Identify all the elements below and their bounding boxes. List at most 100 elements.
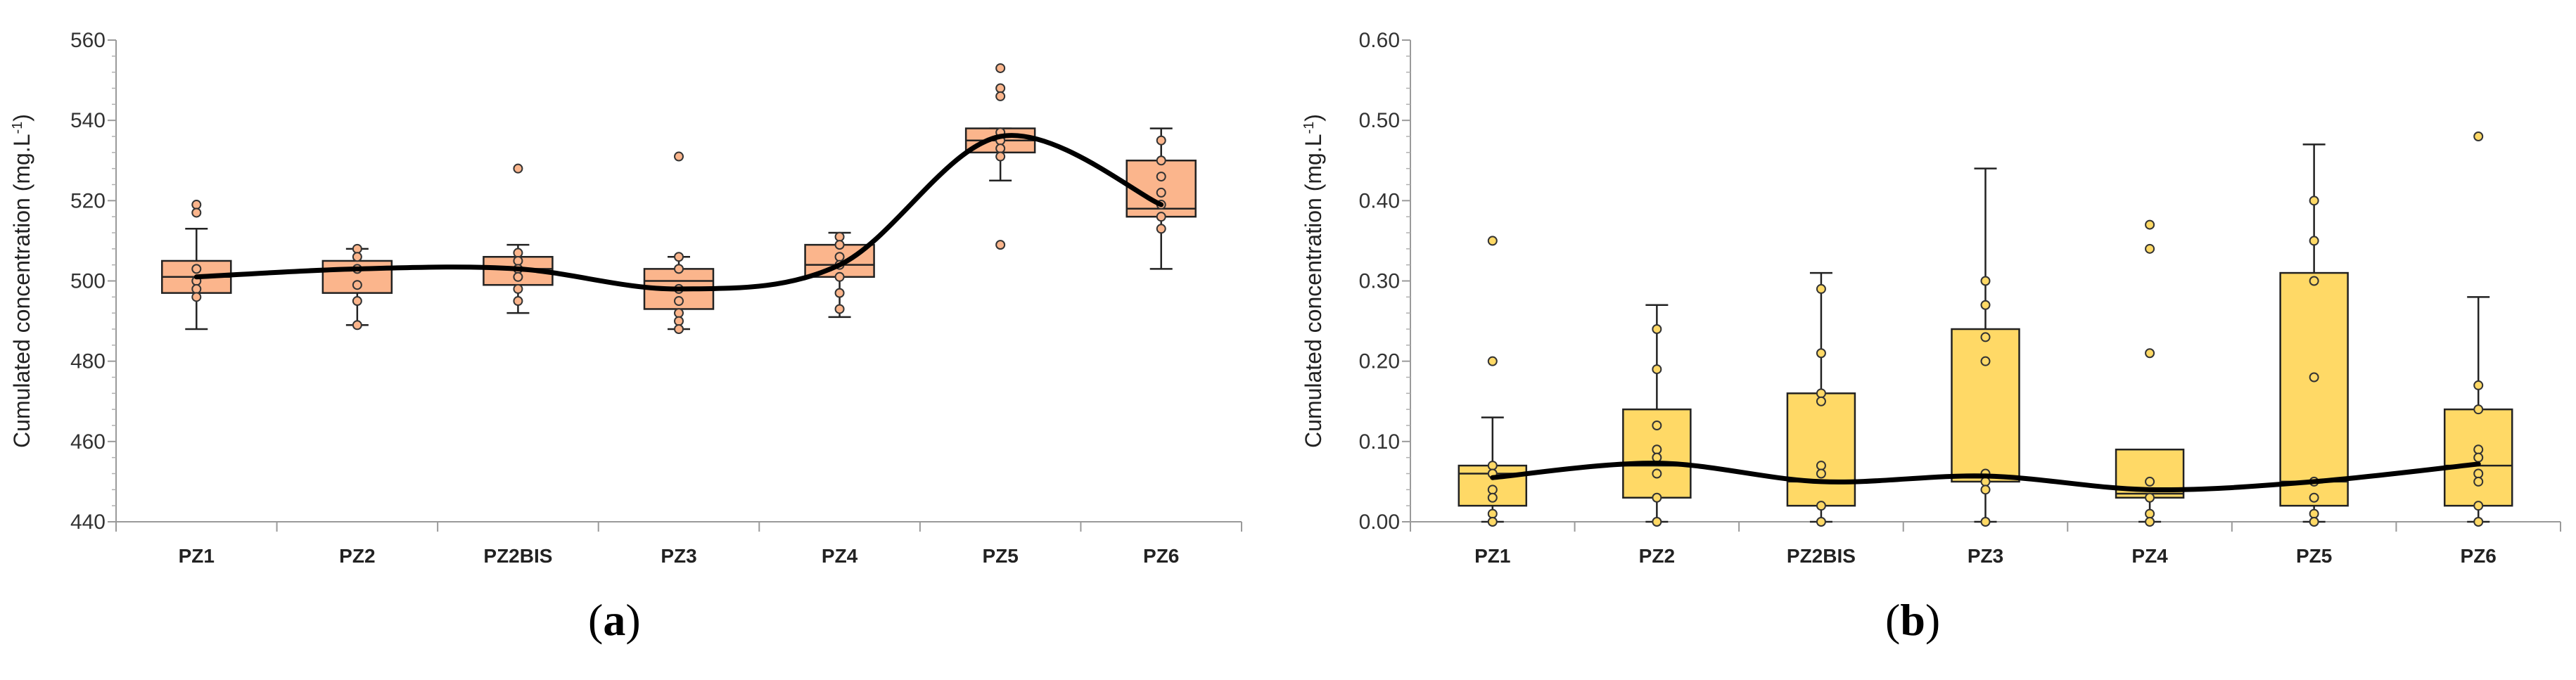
data-point	[513, 271, 523, 282]
data-point	[191, 207, 202, 218]
box-pz3	[1951, 167, 2020, 527]
data-point	[674, 316, 684, 326]
box-pz3	[643, 151, 715, 334]
data-point	[674, 296, 684, 307]
box-iqr	[1786, 392, 1856, 507]
y-tick-label: 0.30	[1359, 270, 1400, 293]
box-pz6	[2443, 131, 2513, 527]
y-tick-label: 0.10	[1359, 430, 1400, 454]
box-pz2bis	[1786, 271, 1856, 527]
data-point	[995, 91, 1006, 101]
y-tick-label: 0.20	[1359, 350, 1400, 373]
data-point	[2309, 195, 2319, 206]
data-point	[2309, 517, 2319, 527]
data-point	[1816, 348, 1826, 359]
data-point	[674, 324, 684, 334]
data-point	[191, 292, 202, 302]
box-pz5	[2279, 143, 2349, 527]
data-point	[674, 308, 684, 319]
data-point	[674, 252, 684, 262]
data-point	[1652, 452, 1662, 463]
data-point	[2473, 468, 2484, 479]
data-point	[1980, 485, 1991, 495]
data-point	[1652, 421, 1662, 430]
data-point	[2473, 476, 2484, 487]
data-point	[2145, 492, 2155, 503]
y-tick-label: 560	[70, 29, 106, 52]
x-tick-label-pz5: PZ5	[2296, 545, 2332, 567]
data-point	[1487, 461, 1498, 471]
y-tick-label: 480	[70, 350, 106, 373]
data-point	[995, 63, 1006, 73]
data-point	[1487, 492, 1498, 503]
panel-label-a: (a)	[588, 595, 641, 645]
data-point	[834, 240, 845, 250]
data-point	[995, 83, 1006, 94]
data-point	[352, 252, 362, 262]
data-point	[191, 264, 202, 274]
data-point	[513, 296, 523, 307]
data-point	[1652, 517, 1662, 527]
data-point	[1816, 388, 1826, 399]
x-tick-label-pz3: PZ3	[1968, 545, 2003, 567]
data-point	[1652, 324, 1662, 334]
data-point	[995, 151, 1006, 162]
y-tick-label: 500	[70, 270, 106, 293]
trend-line	[1490, 461, 2481, 492]
y-tick-label: 0.00	[1359, 511, 1400, 534]
data-point	[513, 163, 523, 174]
data-point	[2145, 348, 2155, 359]
x-tick-label-pz1: PZ1	[1474, 545, 1510, 567]
data-point	[2309, 236, 2319, 246]
data-point	[1652, 492, 1662, 503]
data-point	[1156, 155, 1166, 166]
x-tick-label-pz5: PZ5	[982, 545, 1018, 567]
data-point	[1980, 476, 1991, 487]
data-point	[2473, 452, 2484, 463]
data-point	[1816, 517, 1826, 527]
y-tick-label: 0.60	[1359, 29, 1400, 52]
y-tick-label: 440	[70, 511, 106, 534]
x-tick-label-pz6: PZ6	[1143, 545, 1179, 567]
chart-panel-a: 440 460 480 500 520 540 560 PZ1 PZ2 PZ2BIS PZ3 PZ4 P…	[9, 29, 1242, 567]
data-point	[1816, 283, 1826, 294]
x-tick-label-pz2bis: PZ2BIS	[483, 545, 552, 567]
box-pz6	[1126, 127, 1197, 270]
x-tick-label-pz4: PZ4	[2131, 545, 2168, 567]
data-point	[1980, 276, 1991, 286]
x-tick-label-pz6: PZ6	[2461, 545, 2497, 567]
data-point	[1980, 356, 1991, 366]
x-tick-label-pz2: PZ2	[1639, 545, 1675, 567]
data-point	[2473, 444, 2484, 455]
y-axis-title: Cumulated concentration (mg.L-1)	[1301, 114, 1326, 448]
data-point	[1652, 444, 1662, 455]
data-point	[1156, 212, 1166, 222]
data-point	[1487, 508, 1498, 519]
x-tick-label-pz1: PZ1	[179, 545, 215, 567]
box-pz1	[161, 200, 232, 331]
data-point	[1816, 396, 1826, 406]
y-tick-label: 0.50	[1359, 109, 1400, 132]
data-point	[1487, 517, 1498, 527]
data-point	[834, 252, 845, 262]
data-point	[1156, 224, 1166, 234]
data-point	[1980, 332, 1991, 342]
data-point	[1816, 468, 1826, 479]
data-point	[352, 280, 362, 290]
data-point	[2473, 501, 2484, 511]
panel-label-b: (b)	[1885, 595, 1941, 645]
box-pz2	[321, 243, 393, 331]
data-point	[2309, 276, 2319, 286]
data-point	[2473, 404, 2484, 415]
data-point	[2309, 372, 2319, 383]
data-point	[2145, 243, 2155, 254]
data-point	[2145, 517, 2155, 527]
chart-panel-b: 0.00 0.10 0.20 0.30 0.40 0.50 0.60 PZ1 PZ2 PZ2BIS…	[1301, 29, 2561, 567]
data-point	[2309, 508, 2319, 519]
data-point	[2473, 131, 2484, 141]
trend-line	[193, 133, 1164, 292]
box-iqr	[2279, 271, 2349, 507]
y-tick-label: 540	[70, 109, 106, 132]
data-point	[1816, 501, 1826, 511]
data-point	[834, 304, 845, 314]
